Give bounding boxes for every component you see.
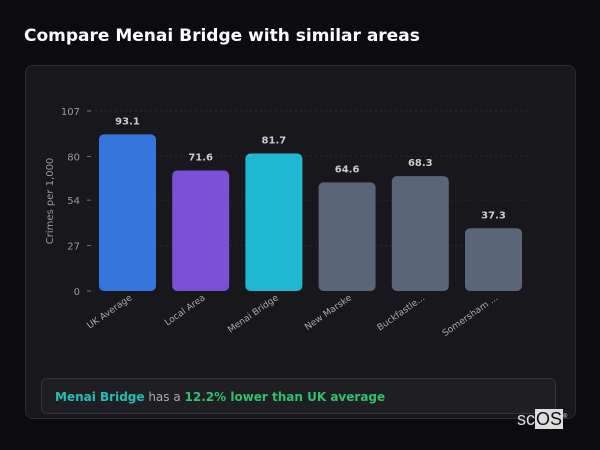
- data-label: 37.3: [481, 210, 506, 221]
- bar: [465, 228, 522, 291]
- x-tick-label: Menai Bridge: [226, 293, 281, 335]
- y-tick-label: 107: [61, 107, 80, 118]
- y-tick-label: 0: [74, 287, 80, 298]
- bar: [391, 176, 449, 291]
- data-label: 71.6: [188, 153, 213, 164]
- data-label: 93.1: [115, 116, 140, 127]
- bar: [172, 170, 230, 291]
- y-axis-label: Crimes per 1,000: [45, 158, 56, 245]
- x-tick-label: Local Area: [163, 293, 207, 328]
- summary-box: Menai Bridge has a 12.2% lower than UK a…: [41, 378, 556, 414]
- x-tick-label: UK Average: [86, 293, 135, 331]
- data-label: 81.7: [262, 136, 287, 147]
- x-tick-label: New Marske: [303, 293, 354, 333]
- page-title: Compare Menai Bridge with similar areas: [24, 26, 420, 46]
- summary-area: Menai Bridge: [55, 390, 145, 404]
- y-tick-label: 27: [67, 242, 80, 253]
- data-label: 64.6: [335, 164, 360, 175]
- x-tick-label: Buckfastle...: [376, 293, 427, 333]
- bar: [318, 182, 376, 291]
- x-tick-label: Somersham ...: [441, 293, 500, 339]
- logo: scOS®: [517, 409, 568, 429]
- y-tick-label: 80: [67, 152, 80, 163]
- data-label: 68.3: [408, 158, 433, 169]
- summary-result: 12.2% lower than UK average: [184, 390, 386, 404]
- y-tick-label: 54: [67, 196, 80, 207]
- bar: [245, 153, 303, 291]
- summary-text: has a: [144, 390, 185, 404]
- bar: [99, 134, 156, 291]
